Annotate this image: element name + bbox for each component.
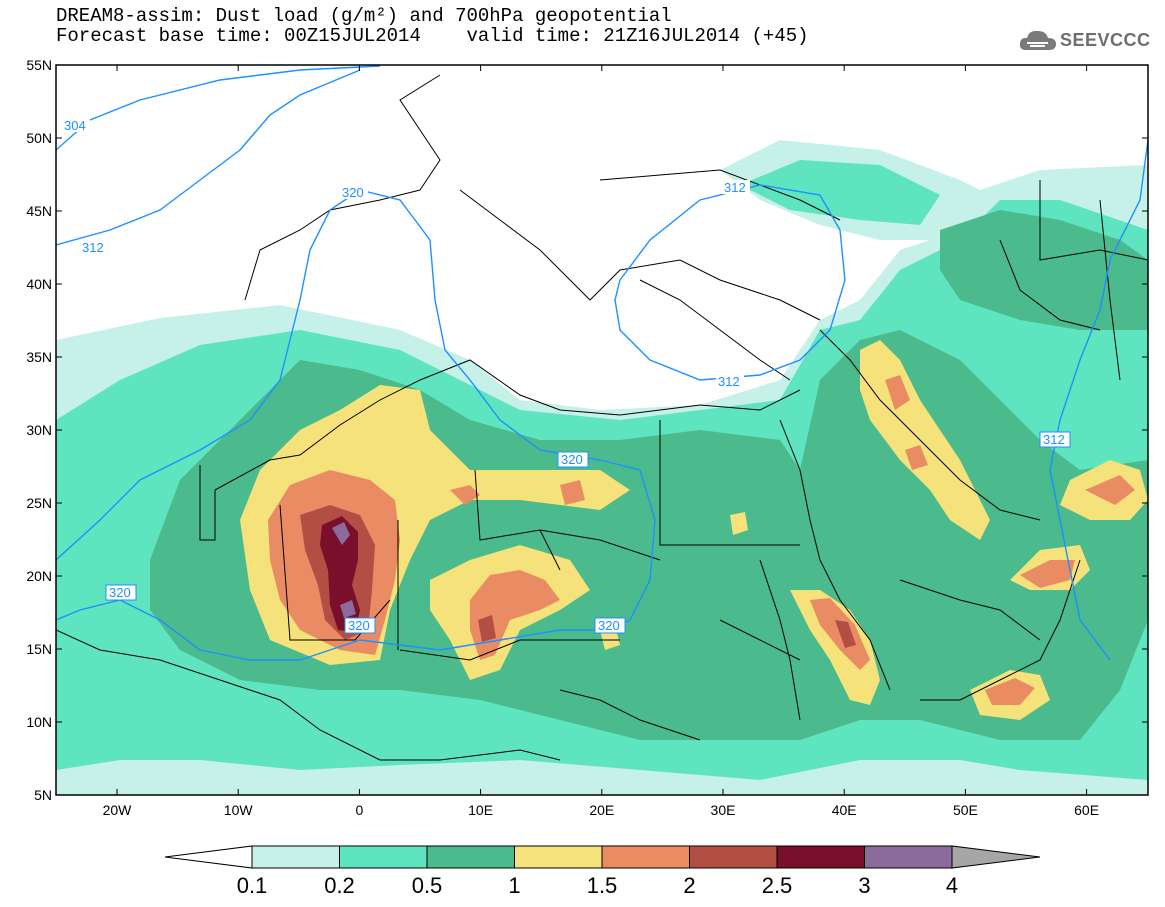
lon-label: 30E <box>711 802 736 818</box>
lon-label: 10E <box>468 802 493 818</box>
colorbar-swatch <box>689 845 778 869</box>
colorbar-under-arrow <box>164 845 253 869</box>
map-plot-area <box>56 65 1148 795</box>
lon-label: 0 <box>356 802 364 818</box>
colorbar-swatch <box>776 845 865 869</box>
contour-label: 304 <box>64 118 86 133</box>
logo-text: SEEVCCC <box>1060 30 1151 50</box>
map-title: DREAM8-assim: Dust load (g/m²) and 700hP… <box>56 5 672 27</box>
lat-label: 5N <box>34 787 52 803</box>
seevccc-logo: SEEVCCC <box>1018 26 1158 56</box>
colorbar-label: 0.1 <box>237 873 268 898</box>
contour-label-box <box>594 617 626 634</box>
lon-label: 60E <box>1074 802 1099 818</box>
lon-label: 20W <box>103 802 133 818</box>
contour-label: 320 <box>561 452 583 467</box>
lat-label: 40N <box>26 276 52 292</box>
contour-label: 320 <box>342 185 364 200</box>
contour-label: 312 <box>1043 432 1065 447</box>
colorbar: 0.1 0.2 0.5 1 1.5 2 2.5 3 4 <box>164 845 1041 898</box>
colorbar-label: 2.5 <box>762 873 793 898</box>
lat-label: 30N <box>26 422 52 438</box>
contour-label: 320 <box>109 585 131 600</box>
colorbar-label: 0.2 <box>324 873 355 898</box>
dust-shading-3 <box>332 522 356 618</box>
contour-label-box <box>1039 431 1071 448</box>
colorbar-swatch <box>251 845 340 869</box>
contour-label-box <box>344 617 376 634</box>
contour-label-box <box>557 451 589 468</box>
cloud-icon <box>1019 30 1056 50</box>
forecast-time-subtitle: Forecast base time: 00Z15JUL2014 valid t… <box>56 25 809 47</box>
lon-label: 20E <box>589 802 614 818</box>
contour-label-box <box>105 584 137 601</box>
colorbar-label: 1.5 <box>587 873 618 898</box>
contour-labels: 304 312 320 312 312 312 320 320 320 320 <box>62 118 1071 634</box>
geopotential-contours <box>56 65 1148 661</box>
contour-label: 320 <box>598 618 620 633</box>
lat-label: 35N <box>26 349 52 365</box>
contour-label-box <box>80 240 108 254</box>
contour-label: 320 <box>348 618 370 633</box>
colorbar-swatch <box>514 845 603 869</box>
lon-label: 40E <box>832 802 857 818</box>
colorbar-label: 3 <box>858 873 870 898</box>
contour-label-box <box>716 374 744 388</box>
latitude-axis: 55N 50N 45N 40N 35N 30N 25N 20N 15N 10N 5N <box>26 57 1148 803</box>
colorbar-swatch <box>601 845 690 869</box>
lon-label: 10W <box>224 802 254 818</box>
colorbar-swatch <box>426 845 515 869</box>
longitude-axis: 20W 10W 0 10E 20E 30E 40E 50E 60E <box>103 65 1099 818</box>
colorbar-label: 2 <box>683 873 695 898</box>
colorbar-over-arrow <box>951 845 1041 869</box>
lat-label: 55N <box>26 57 52 73</box>
colorbar-label: 1 <box>508 873 520 898</box>
contour-label-box <box>722 180 750 194</box>
lat-label: 15N <box>26 641 52 657</box>
contour-label-box <box>62 118 90 132</box>
lat-label: 10N <box>26 714 52 730</box>
contour-label: 312 <box>718 374 740 389</box>
lon-label: 50E <box>953 802 978 818</box>
colorbar-swatch <box>864 845 953 869</box>
lat-label: 25N <box>26 495 52 511</box>
lat-label: 20N <box>26 568 52 584</box>
colorbar-label: 4 <box>946 873 958 898</box>
lat-label: 45N <box>26 203 52 219</box>
lat-label: 50N <box>26 130 52 146</box>
contour-label: 312 <box>82 240 104 255</box>
contour-label: 312 <box>724 180 746 195</box>
colorbar-label: 0.5 <box>412 873 443 898</box>
contour-label-box <box>340 185 368 199</box>
colorbar-swatch <box>339 845 428 869</box>
